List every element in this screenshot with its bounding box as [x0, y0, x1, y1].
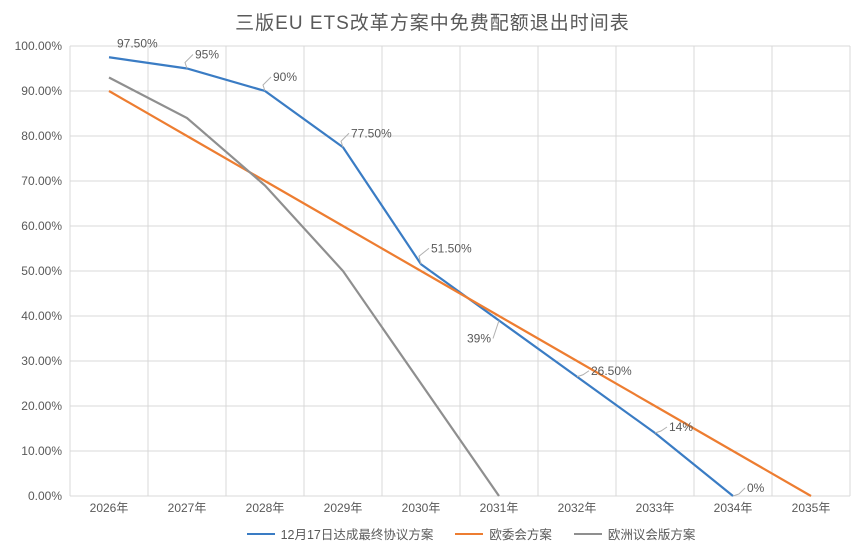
- y-tick-label: 90.00%: [21, 84, 62, 98]
- y-tick-label: 10.00%: [21, 444, 62, 458]
- data-label: 0%: [747, 481, 765, 495]
- y-tick-label: 60.00%: [21, 219, 62, 233]
- data-label: 95%: [195, 48, 219, 62]
- leader-line: [263, 77, 271, 91]
- data-label: 97.50%: [117, 36, 158, 50]
- leader-line: [733, 488, 745, 496]
- x-tick-label: 2028年: [246, 501, 285, 515]
- x-tick-label: 2026年: [90, 501, 129, 515]
- legend-label-parliament: 欧洲议会版方案: [608, 528, 696, 542]
- x-tick-label: 2029年: [324, 501, 363, 515]
- series-final: [109, 57, 733, 496]
- x-tick-label: 2030年: [402, 501, 441, 515]
- x-tick-label: 2032年: [558, 501, 597, 515]
- data-label: 90%: [273, 70, 297, 84]
- gridlines: [70, 46, 850, 496]
- leader-line: [185, 55, 193, 69]
- data-label: 26.50%: [591, 364, 632, 378]
- data-labels: 97.50% 95% 90% 77.50% 51.50% 39% 26.50% 14% 0%: [117, 36, 765, 496]
- leader-line: [655, 427, 667, 433]
- y-tick-label: 80.00%: [21, 129, 62, 143]
- y-tick-label: 70.00%: [21, 174, 62, 188]
- legend-swatch-final: [247, 533, 275, 535]
- leader-line: [493, 321, 499, 339]
- y-tick-label: 40.00%: [21, 309, 62, 323]
- legend-label-final: 12月17日达成最终协议方案: [281, 528, 434, 542]
- chart-svg: 0.00%10.00%20.00%30.00%40.00%50.00%60.00…: [70, 46, 850, 496]
- leader-line: [577, 371, 589, 377]
- legend-label-commission: 欧委会方案: [489, 528, 552, 542]
- data-label: 14%: [669, 420, 693, 434]
- legend-swatch-commission: [455, 533, 483, 535]
- y-tick-label: 30.00%: [21, 354, 62, 368]
- x-tick-label: 2035年: [792, 501, 831, 515]
- legend: 12月17日达成最终协议方案 欧委会方案 欧洲议会版方案: [70, 524, 850, 543]
- x-tick-label: 2033年: [636, 501, 675, 515]
- y-tick-label: 100.00%: [15, 39, 63, 53]
- y-tick-label: 20.00%: [21, 399, 62, 413]
- x-tick-label: 2027年: [168, 501, 207, 515]
- chart-title: 三版EU ETS改革方案中免费配额退出时间表: [0, 8, 865, 35]
- data-label: 77.50%: [351, 126, 392, 140]
- y-tick-label: 0.00%: [28, 489, 62, 503]
- chart-container: 三版EU ETS改革方案中免费配额退出时间表 0.00%10.00%20.00%…: [0, 0, 865, 555]
- leader-line: [341, 133, 349, 147]
- y-tick-label: 50.00%: [21, 264, 62, 278]
- x-tick-label: 2034年: [714, 501, 753, 515]
- leader-line: [419, 248, 429, 264]
- data-label: 39%: [467, 332, 491, 346]
- data-label: 51.50%: [431, 241, 472, 255]
- plot-area: 0.00%10.00%20.00%30.00%40.00%50.00%60.00…: [70, 46, 850, 496]
- x-tick-label: 2031年: [480, 501, 519, 515]
- legend-swatch-parliament: [574, 533, 602, 535]
